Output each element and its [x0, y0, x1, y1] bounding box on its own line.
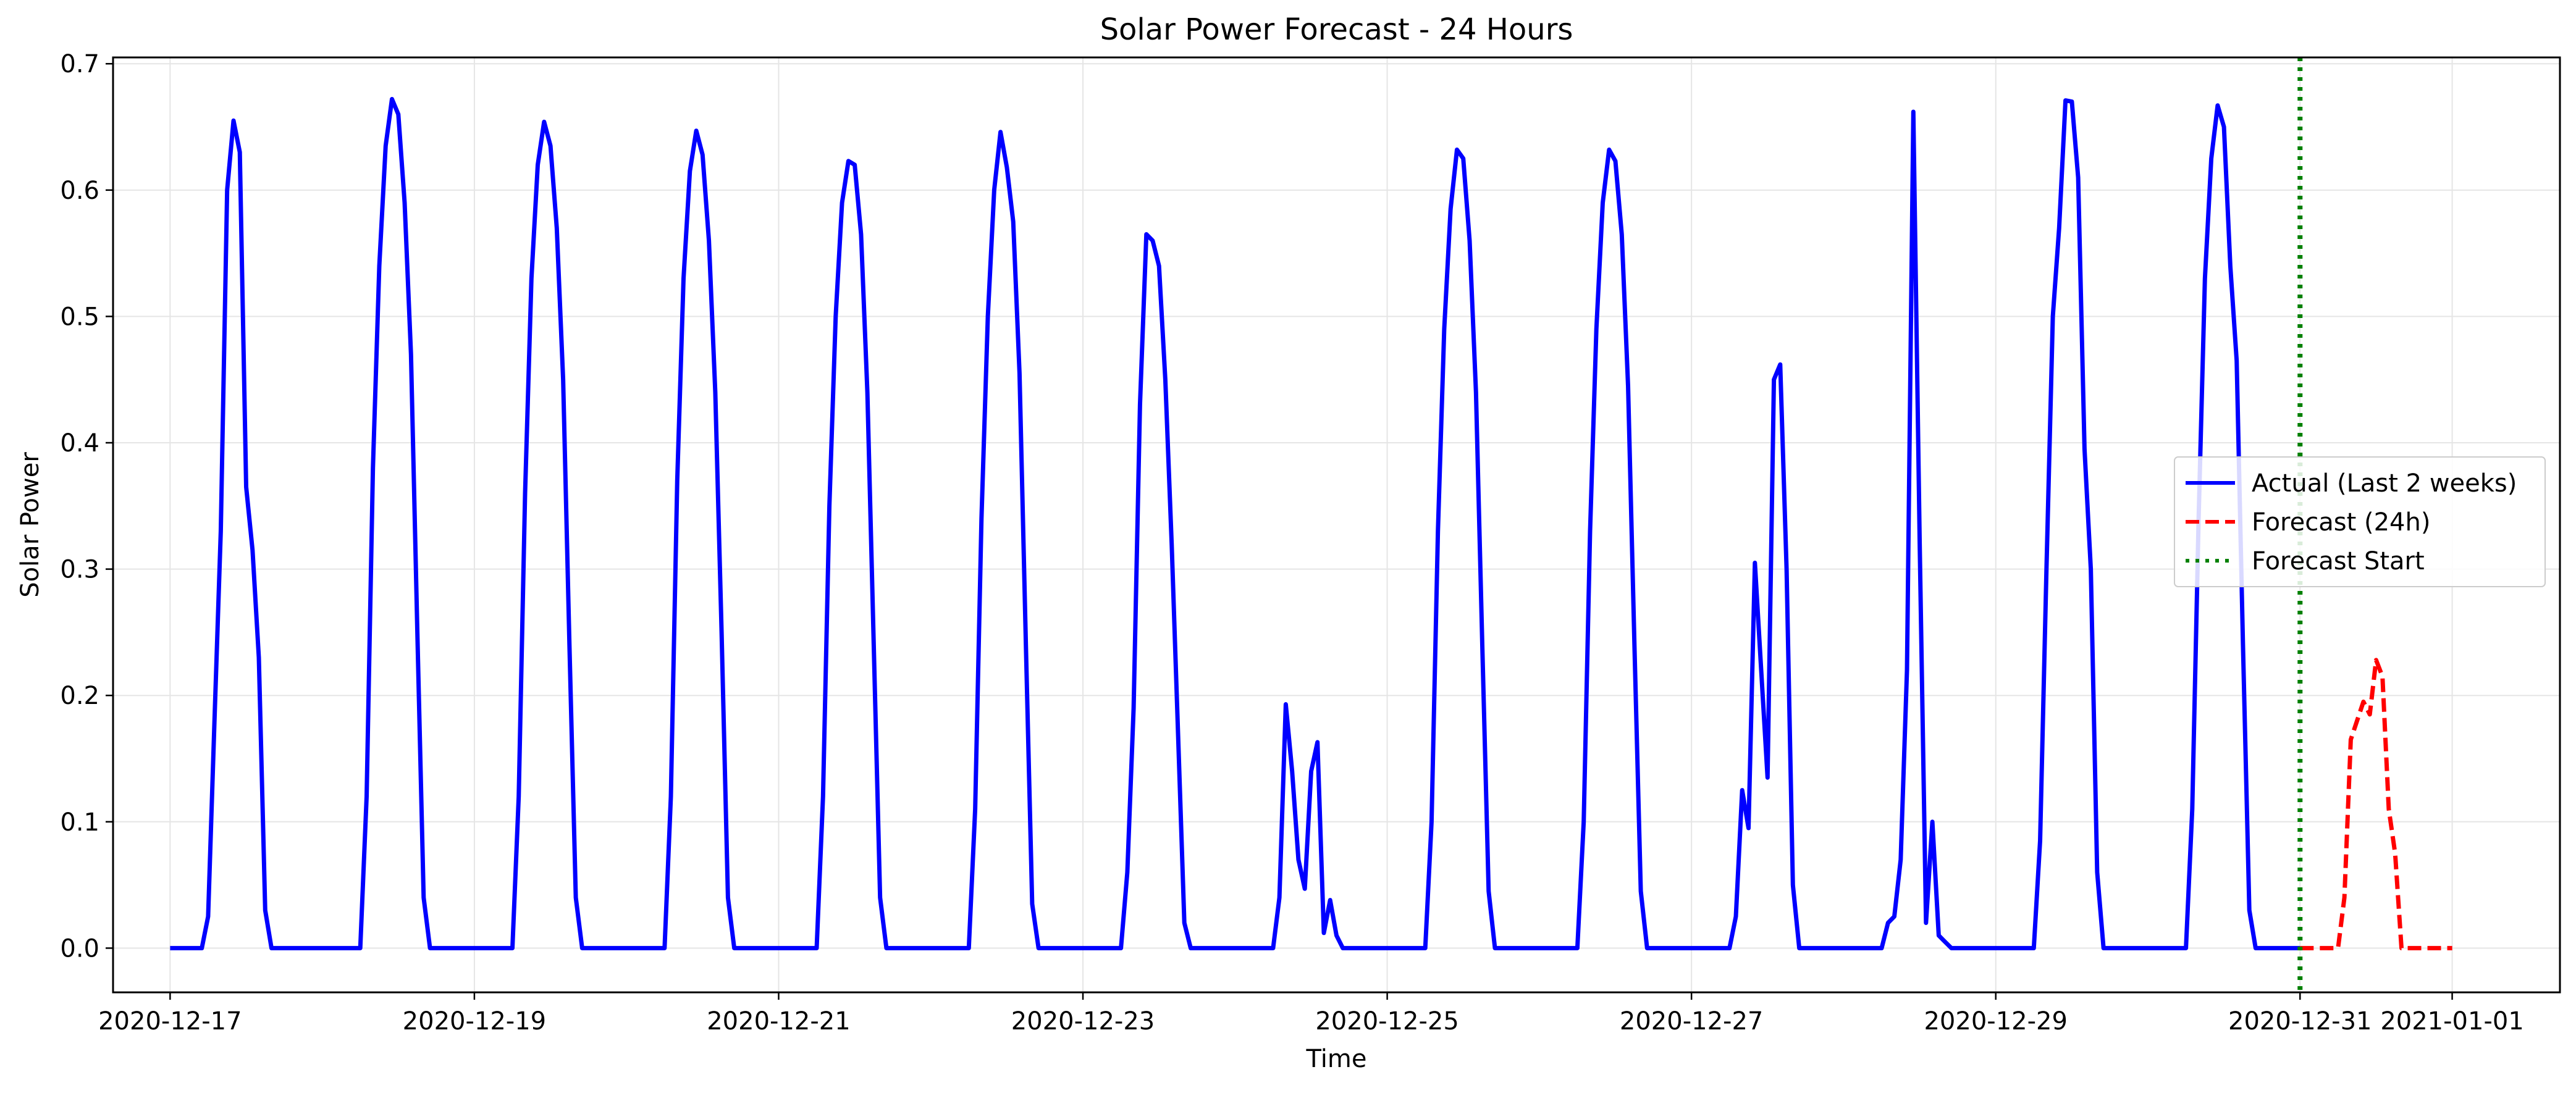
y-tick-label: 0.3: [60, 556, 99, 584]
x-tick-label: 2021-01-01: [2380, 1007, 2523, 1036]
y-tick-label: 0.1: [60, 808, 99, 837]
y-tick-label: 0.2: [60, 682, 99, 710]
y-tick-label: 0.5: [60, 303, 99, 331]
y-tick-label: 0.6: [60, 177, 99, 205]
x-tick-label: 2020-12-19: [403, 1007, 546, 1036]
y-axis-label: Solar Power: [16, 452, 44, 598]
x-tick-label: 2020-12-21: [707, 1007, 850, 1036]
plot-frame: [112, 56, 2561, 994]
forecast-series-line: [2300, 658, 2452, 950]
ticks-layer: 2020-12-17 2020-12-19 2020-12-21 2020-12-23…: [60, 50, 2523, 1036]
legend-label-forecast-start: Forecast Start: [2252, 547, 2425, 576]
chart-title: Solar Power Forecast - 24 Hours: [1100, 12, 1573, 47]
legend-label-actual: Actual (Last 2 weeks): [2252, 469, 2517, 498]
legend: Actual (Last 2 weeks) Forecast (24h) For…: [2174, 456, 2546, 587]
y-tick-label: 0.4: [60, 429, 99, 458]
x-tick-label: 2020-12-29: [1924, 1007, 2067, 1036]
x-tick-label: 2020-12-27: [1620, 1007, 1763, 1036]
x-tick-label: 2020-12-31: [2228, 1007, 2372, 1036]
y-tick-label: 0.7: [60, 50, 99, 78]
x-tick-label: 2020-12-25: [1315, 1007, 1458, 1036]
x-axis-label: Time: [1306, 1045, 1367, 1073]
x-tick-label: 2020-12-23: [1011, 1007, 1155, 1036]
x-tick-label: 2020-12-17: [98, 1007, 242, 1036]
y-tick-label: 0.0: [60, 934, 99, 963]
legend-label-forecast: Forecast (24h): [2252, 508, 2430, 537]
legend-box: [2174, 456, 2546, 587]
actual-series-line: [170, 97, 2300, 950]
